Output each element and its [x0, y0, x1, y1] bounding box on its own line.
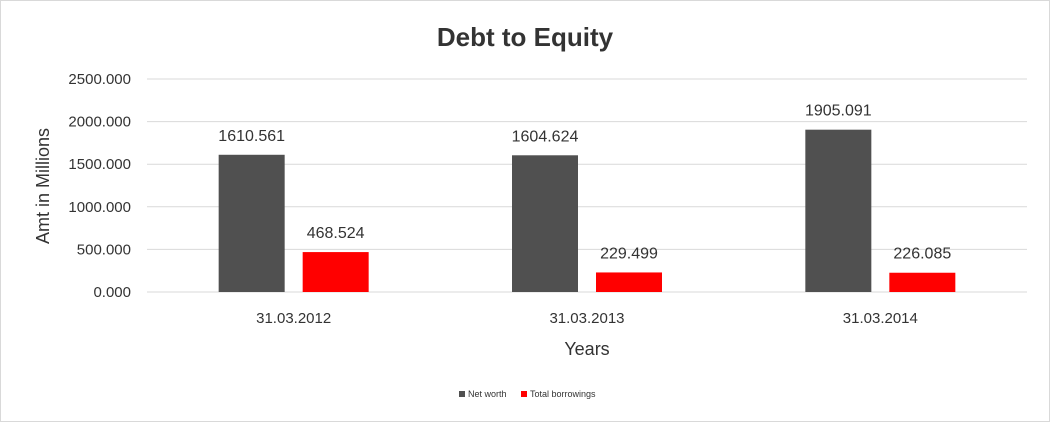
data-label: 1905.091: [805, 103, 872, 120]
data-label: 229.499: [600, 245, 658, 262]
x-axis-ticks: 31.03.2012 31.03.2013 31.03.2014: [256, 310, 918, 327]
y-tick-label: 2000.000: [68, 114, 131, 131]
bar-total-borrowings: [596, 272, 662, 292]
data-label: 1604.624: [512, 128, 579, 145]
bar-net-worth: [218, 154, 285, 292]
y-tick-label: 500.000: [77, 241, 131, 258]
x-axis-title: Years: [564, 339, 609, 359]
data-label: 226.085: [893, 246, 951, 263]
y-tick-label: 1500.000: [68, 156, 131, 173]
y-tick-label: 2500.000: [68, 71, 131, 88]
y-tick-label: 1000.000: [68, 199, 131, 216]
bar-total-borrowings: [302, 252, 369, 292]
data-label: 468.524: [307, 225, 365, 242]
legend-swatch: [521, 391, 527, 397]
bars: [218, 129, 956, 292]
legend-label: Net worth: [468, 389, 507, 399]
x-tick-label: 31.03.2012: [256, 310, 331, 327]
bar-net-worth: [805, 129, 872, 292]
bar-total-borrowings: [889, 272, 956, 292]
bar-net-worth: [512, 155, 578, 292]
legend: Net worth Total borrowings: [459, 389, 596, 399]
data-labels: 1610.561 468.524 1604.624 229.499 1905.091 22…: [218, 103, 951, 263]
chart-title: Debt to Equity: [437, 22, 614, 52]
data-label: 1610.561: [218, 128, 285, 145]
x-tick-label: 31.03.2013: [549, 310, 624, 327]
legend-swatch: [459, 391, 465, 397]
legend-label: Total borrowings: [530, 389, 596, 399]
y-axis-ticks: 0.000 500.000 1000.000 1500.000 2000.000 2500…: [68, 71, 131, 301]
y-tick-label: 0.000: [93, 284, 131, 301]
gridlines: [147, 78, 1027, 293]
y-axis-title: Amt in Millions: [33, 128, 53, 244]
x-tick-label: 31.03.2014: [843, 310, 918, 327]
